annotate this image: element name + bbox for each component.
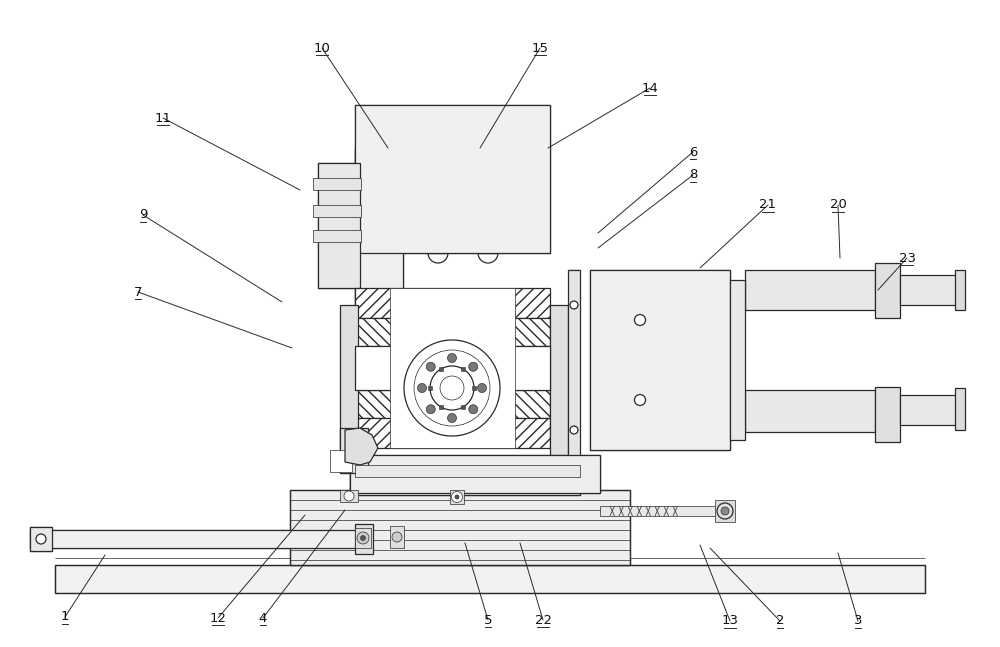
Bar [875, 263, 900, 318]
Circle shape [448, 353, 456, 362]
Circle shape [404, 340, 500, 436]
Bar [355, 524, 373, 554]
Text: 8: 8 [689, 168, 697, 182]
Circle shape [426, 405, 435, 413]
Circle shape [440, 376, 464, 400]
Bar [730, 280, 745, 440]
Bar [461, 405, 465, 409]
Circle shape [455, 495, 459, 499]
Circle shape [344, 491, 354, 501]
Circle shape [635, 314, 646, 325]
Text: 10: 10 [314, 41, 330, 54]
Text: 15: 15 [532, 41, 548, 54]
Text: 13: 13 [722, 615, 738, 628]
Text: 4: 4 [259, 611, 267, 624]
Text: 11: 11 [154, 111, 172, 124]
Bar [313, 178, 361, 190]
Bar [439, 405, 443, 409]
Bar [350, 470, 580, 495]
Bar [330, 450, 352, 472]
Circle shape [469, 405, 478, 413]
Bar [472, 386, 476, 390]
Circle shape [469, 362, 478, 371]
Circle shape [570, 426, 578, 434]
Bar [745, 270, 875, 310]
Bar [290, 490, 630, 565]
Bar [715, 500, 735, 522]
Circle shape [635, 395, 646, 406]
Bar [900, 395, 960, 425]
Circle shape [36, 534, 46, 544]
Bar [590, 270, 730, 450]
Bar [355, 528, 371, 548]
Circle shape [717, 503, 733, 519]
Bar [340, 305, 358, 455]
Bar [313, 230, 361, 242]
Text: 5: 5 [484, 613, 492, 626]
Circle shape [721, 507, 729, 515]
Text: 6: 6 [689, 146, 697, 159]
Circle shape [360, 536, 366, 540]
Polygon shape [345, 428, 378, 465]
Text: 2: 2 [776, 615, 784, 628]
Bar [390, 288, 515, 448]
Circle shape [426, 362, 435, 371]
Bar [313, 205, 361, 217]
Circle shape [452, 492, 462, 503]
Text: 21: 21 [760, 199, 776, 212]
Bar [30, 530, 370, 548]
Bar [568, 270, 580, 458]
Circle shape [392, 532, 402, 542]
Bar [600, 506, 720, 516]
Bar [355, 418, 550, 448]
Circle shape [448, 413, 456, 422]
Bar [30, 527, 52, 551]
Text: 1: 1 [61, 611, 69, 624]
Bar [355, 390, 550, 418]
Bar [355, 288, 550, 318]
Bar [55, 565, 925, 593]
Bar [340, 428, 368, 473]
Bar [340, 490, 358, 502]
Bar [439, 367, 443, 371]
Bar [355, 105, 550, 253]
Text: 22: 22 [534, 613, 552, 626]
Bar [550, 305, 568, 455]
Bar [745, 390, 875, 432]
Text: 7: 7 [134, 285, 142, 298]
Circle shape [414, 350, 490, 426]
Bar [355, 465, 580, 477]
Text: 9: 9 [139, 208, 147, 221]
Text: 3: 3 [854, 615, 862, 628]
Circle shape [570, 301, 578, 309]
Text: 12: 12 [210, 611, 226, 624]
Bar [318, 163, 360, 288]
Bar [350, 455, 600, 493]
Text: 20: 20 [830, 199, 846, 212]
Bar [428, 386, 432, 390]
Bar [355, 346, 550, 390]
Circle shape [357, 532, 369, 544]
Bar [355, 318, 550, 346]
Circle shape [478, 384, 486, 393]
Bar [900, 275, 960, 305]
Bar [875, 387, 900, 442]
Bar [450, 490, 464, 504]
Bar [390, 526, 404, 548]
Circle shape [430, 366, 474, 410]
Circle shape [418, 384, 426, 393]
Bar [355, 148, 403, 343]
Bar [955, 270, 965, 310]
Bar [955, 388, 965, 430]
Bar [461, 367, 465, 371]
Text: 23: 23 [898, 252, 916, 265]
Text: 14: 14 [642, 82, 658, 94]
